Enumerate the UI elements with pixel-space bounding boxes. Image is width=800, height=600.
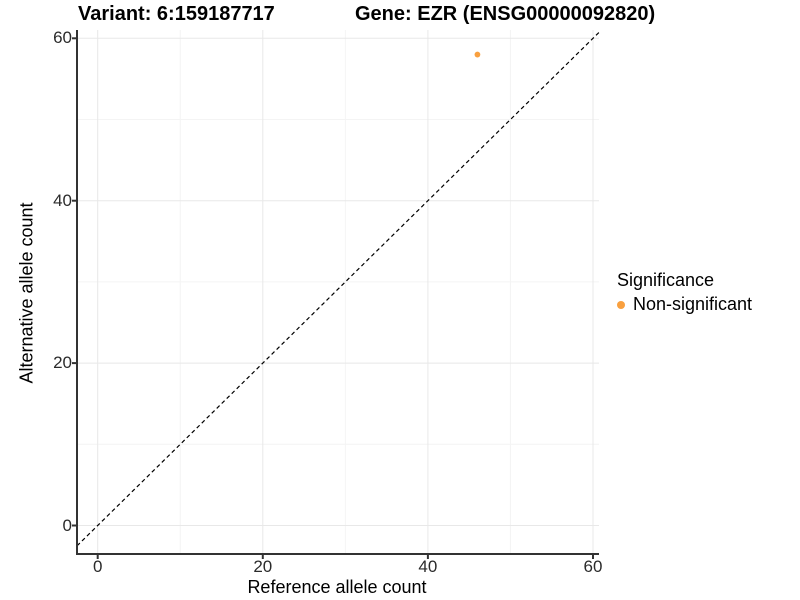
plot-title-variant: Variant: 6:159187717 (78, 3, 275, 25)
legend-item-non-significant: Non-significant (617, 294, 752, 315)
x-tick-label: 20 (253, 557, 273, 576)
y-tick-label: 60 (53, 28, 72, 48)
x-tick-label: 60 (583, 557, 603, 576)
y-tick-label: 0 (62, 515, 72, 535)
legend: Significance Non-significant (617, 270, 752, 315)
y-tick-label: 40 (53, 190, 72, 210)
x-axis-title: Reference allele count (247, 577, 427, 597)
data-point (474, 51, 481, 58)
legend-title: Significance (617, 270, 715, 290)
x-tick-label: 0 (92, 557, 103, 576)
legend-item-label: Non-significant (633, 294, 753, 314)
y-tick-label: 20 (53, 353, 72, 373)
x-tick-label: 40 (418, 557, 438, 576)
legend-point-icon (617, 300, 625, 309)
identity-reference-line (76, 31, 600, 547)
plot-title-gene: Gene: EZR (ENSG00000092820) (355, 3, 656, 25)
